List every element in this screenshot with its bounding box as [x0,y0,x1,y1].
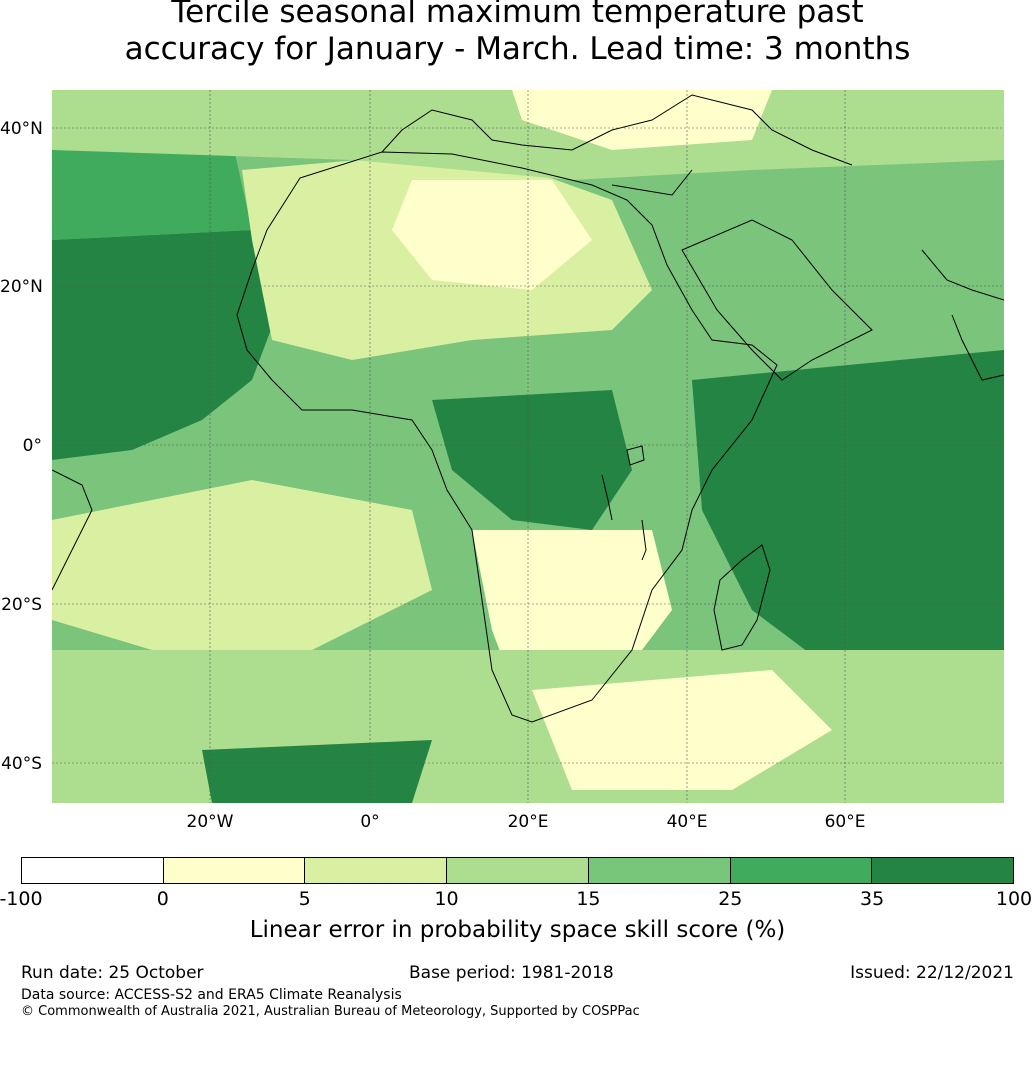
title-line-1: Tercile seasonal maximum temperature pas… [171,0,864,30]
lon-label-0: 0° [360,812,380,832]
arabia-coastline [681,219,873,381]
colorbar-segment-6 [872,858,1014,883]
colorbar-segment-2 [305,858,448,883]
copyright: © Commonwealth of Australia 2021, Austra… [21,1004,640,1019]
issued-date: Issued: 22/12/2021 [850,963,1014,983]
lat-label-40s: 40°S [1,754,42,774]
colorbar-tick-3: 10 [434,888,459,910]
region-south-atlantic-light [52,480,432,650]
region-europe-light [512,90,772,150]
south-america-coastline [52,469,93,591]
colorbar-segment-3 [447,858,589,883]
title-line-2: accuracy for January - March. Lead time:… [124,31,911,67]
region-north-atlantic [52,140,252,240]
madagascar-coastline [713,544,771,651]
colorbar-tick-2: 5 [298,888,311,910]
lat-label-20n: 20°N [0,277,43,297]
lon-label-40e: 40°E [666,812,708,832]
colorbar-tick-6: 35 [860,888,885,910]
run-date: Run date: 25 October [21,963,204,983]
colorbar-tick-4: 15 [576,888,601,910]
colorbar-tick-0: -100 [0,888,43,910]
lake-malawi [641,519,647,561]
lon-label-20w: 20°W [186,812,234,832]
colorbar-segment-5 [730,858,873,883]
lat-label-20s: 20°S [1,595,42,615]
region-indian-ocean [692,350,1004,690]
base-period: Base period: 1981-2018 [409,963,614,983]
europe-coastline [381,94,853,196]
lat-label-0: 0° [22,436,42,456]
colorbar-segment-4 [588,858,731,883]
colorbar-segment-0 [22,858,164,883]
region-congo [432,390,632,530]
colorbar-label: Linear error in probability space skill … [249,917,786,943]
region-south-dark [202,740,432,803]
lon-label-20e: 20°E [507,812,549,832]
skill-map [52,90,1004,803]
region-south-light [532,670,832,790]
region-sahara-core [392,180,592,290]
data-source: Data source: ACCESS-S2 and ERA5 Climate … [21,987,402,1003]
lake-tanganyika [601,474,613,521]
colorbar-tick-1: 0 [156,888,169,910]
colorbar [21,857,1014,884]
lake-victoria [626,445,645,466]
lon-label-60e: 60°E [824,812,866,832]
colorbar-segment-1 [163,858,306,883]
lat-label-40n: 40°N [0,119,43,139]
region-atlantic-high [52,230,282,460]
india-coastline [921,249,1004,381]
colorbar-tick-5: 25 [718,888,743,910]
africa-coastline [236,151,778,723]
chart-title: Tercile seasonal maximum temperature pas… [0,0,1035,68]
colorbar-tick-7: 100 [995,888,1033,910]
